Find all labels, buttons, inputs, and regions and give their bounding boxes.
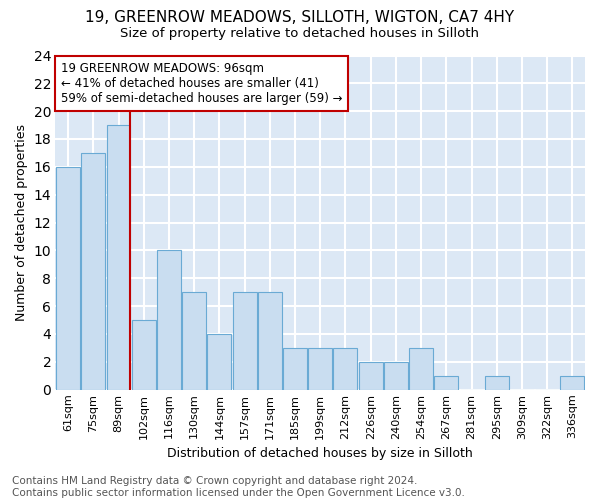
Text: 19, GREENROW MEADOWS, SILLOTH, WIGTON, CA7 4HY: 19, GREENROW MEADOWS, SILLOTH, WIGTON, C… [85,10,515,25]
Bar [434,376,458,390]
Bar [359,362,383,390]
Bar [485,376,509,390]
Bar [132,320,156,390]
Text: Contains HM Land Registry data © Crown copyright and database right 2024.
Contai: Contains HM Land Registry data © Crown c… [12,476,465,498]
Bar [409,348,433,390]
Y-axis label: Number of detached properties: Number of detached properties [15,124,28,321]
Bar [157,250,181,390]
Bar [258,292,282,390]
Bar [82,153,105,390]
Text: Size of property relative to detached houses in Silloth: Size of property relative to detached ho… [121,28,479,40]
Bar [308,348,332,390]
Bar [334,348,358,390]
Bar [384,362,408,390]
Bar [107,125,130,390]
X-axis label: Distribution of detached houses by size in Silloth: Distribution of detached houses by size … [167,447,473,460]
Bar [233,292,257,390]
Bar [283,348,307,390]
Bar [208,334,232,390]
Bar [56,167,80,390]
Bar [560,376,584,390]
Text: 19 GREENROW MEADOWS: 96sqm
← 41% of detached houses are smaller (41)
59% of semi: 19 GREENROW MEADOWS: 96sqm ← 41% of deta… [61,62,342,105]
Bar [182,292,206,390]
